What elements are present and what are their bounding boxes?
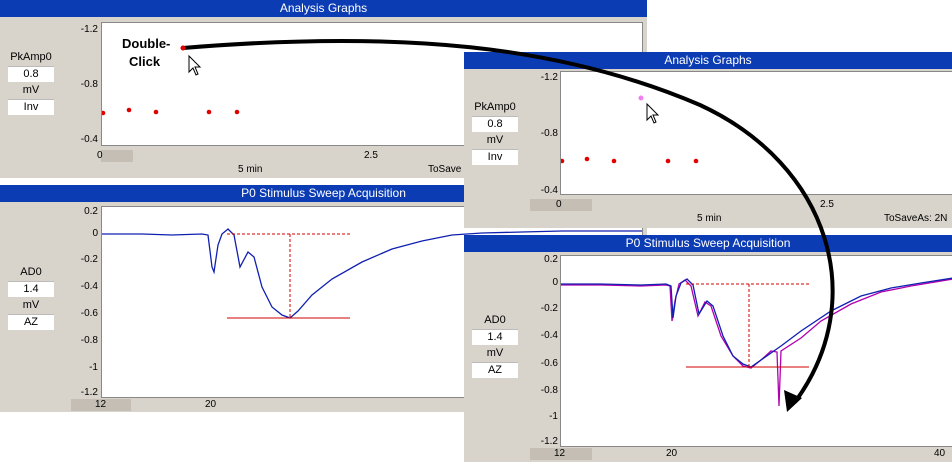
channel-mode[interactable]: Inv	[8, 99, 54, 115]
arrow-curve	[182, 38, 835, 404]
y-tick: -0.8	[80, 335, 98, 346]
sweep-plot[interactable]	[560, 255, 952, 447]
channel-unit: mV	[486, 347, 504, 359]
channel-info: PkAmp0 0.8 mV Inv	[4, 50, 58, 116]
channel-name: PkAmp0	[10, 51, 52, 63]
x-tick: 12	[554, 448, 566, 459]
x-tick: 2.5	[364, 150, 378, 161]
data-point	[584, 156, 590, 162]
data-point	[153, 109, 159, 115]
arrow-start-dot	[180, 45, 186, 51]
y-tick: 0	[92, 228, 98, 239]
sweep-trace-magenta	[561, 278, 952, 407]
y-tick: -0.6	[540, 358, 558, 369]
data-point	[100, 110, 106, 116]
data-point	[206, 109, 212, 115]
x-tick: 0	[97, 150, 103, 161]
y-tick: -0.8	[540, 128, 558, 139]
analysis-graphs-title: Analysis Graphs	[464, 52, 952, 69]
data-point	[665, 158, 671, 164]
sweep-trace	[102, 228, 642, 319]
right-sweep-window: P0 Stimulus Sweep Acquisition AD0 1.4 mV…	[464, 235, 952, 462]
x-scroll-bar[interactable]	[530, 448, 592, 460]
channel-info: AD0 1.4 mV AZ	[468, 313, 522, 379]
y-tick: -0.6	[80, 308, 98, 319]
x-tick: 20	[205, 399, 217, 410]
y-tick: 0.2	[544, 254, 558, 265]
data-point	[693, 158, 699, 164]
y-tick: -0.4	[80, 134, 98, 145]
channel-value[interactable]: 0.8	[472, 116, 518, 132]
x-tick: 20	[666, 448, 678, 459]
channel-unit: mV	[22, 84, 40, 96]
save-status: ToSave	[428, 164, 462, 175]
y-tick: 0	[552, 277, 558, 288]
channel-name: PkAmp0	[474, 101, 516, 113]
y-tick: -1	[549, 411, 558, 422]
analysis-graphs-title: Analysis Graphs	[0, 0, 647, 17]
x-tick: 2.5	[820, 199, 834, 210]
x-unit-label: 5 min	[238, 164, 263, 175]
channel-mode[interactable]: AZ	[8, 314, 54, 330]
x-tick: 12	[95, 399, 107, 410]
channel-unit: mV	[486, 134, 504, 146]
x-scroll-bar[interactable]	[71, 399, 131, 411]
channel-value[interactable]: 1.4	[8, 281, 54, 297]
y-tick: -0.2	[80, 254, 98, 265]
channel-mode[interactable]: Inv	[472, 149, 518, 165]
x-tick: 40	[934, 448, 946, 459]
x-unit-label: 5 min	[697, 213, 722, 224]
channel-name: AD0	[20, 266, 42, 278]
y-tick: -0.4	[80, 281, 98, 292]
y-tick: -1.2	[80, 387, 98, 398]
data-point	[234, 109, 240, 115]
save-status: ToSaveAs: 2N	[884, 213, 948, 224]
y-tick: -0.2	[540, 303, 558, 314]
y-tick: -1	[89, 362, 98, 373]
right-analysis-window: Analysis Graphs PkAmp0 0.8 mV Inv -1.2 -…	[464, 52, 952, 228]
channel-info: AD0 1.4 mV AZ	[4, 265, 58, 331]
mouse-cursor-icon	[188, 54, 202, 76]
y-tick: -0.4	[540, 330, 558, 341]
y-tick: -1.2	[540, 72, 558, 83]
y-tick: -0.8	[540, 385, 558, 396]
y-tick: 0.2	[84, 206, 98, 217]
data-point	[611, 158, 617, 164]
arrow-head	[784, 390, 802, 412]
channel-unit: mV	[22, 299, 40, 311]
x-scroll-bar[interactable]	[101, 150, 133, 162]
y-tick: -1.2	[540, 436, 558, 447]
channel-mode[interactable]: AZ	[472, 362, 518, 378]
x-tick: 0	[556, 199, 562, 210]
annotation-line2: Click	[129, 54, 161, 69]
annotation-line1: Double-	[122, 36, 171, 51]
data-point	[126, 107, 132, 113]
analysis-plot[interactable]	[559, 71, 952, 195]
sweep-title: P0 Stimulus Sweep Acquisition	[464, 235, 952, 252]
channel-value[interactable]: 1.4	[472, 329, 518, 345]
y-tick: -0.4	[540, 185, 558, 196]
y-tick: -1.2	[80, 24, 98, 35]
channel-info: PkAmp0 0.8 mV Inv	[468, 100, 522, 166]
data-point	[559, 158, 565, 164]
channel-name: AD0	[484, 314, 506, 326]
x-scroll-bar[interactable]	[530, 199, 592, 211]
y-tick: -0.8	[80, 79, 98, 90]
mouse-cursor-icon	[646, 102, 660, 124]
highlighted-data-point	[638, 95, 644, 101]
channel-value[interactable]: 0.8	[8, 66, 54, 82]
